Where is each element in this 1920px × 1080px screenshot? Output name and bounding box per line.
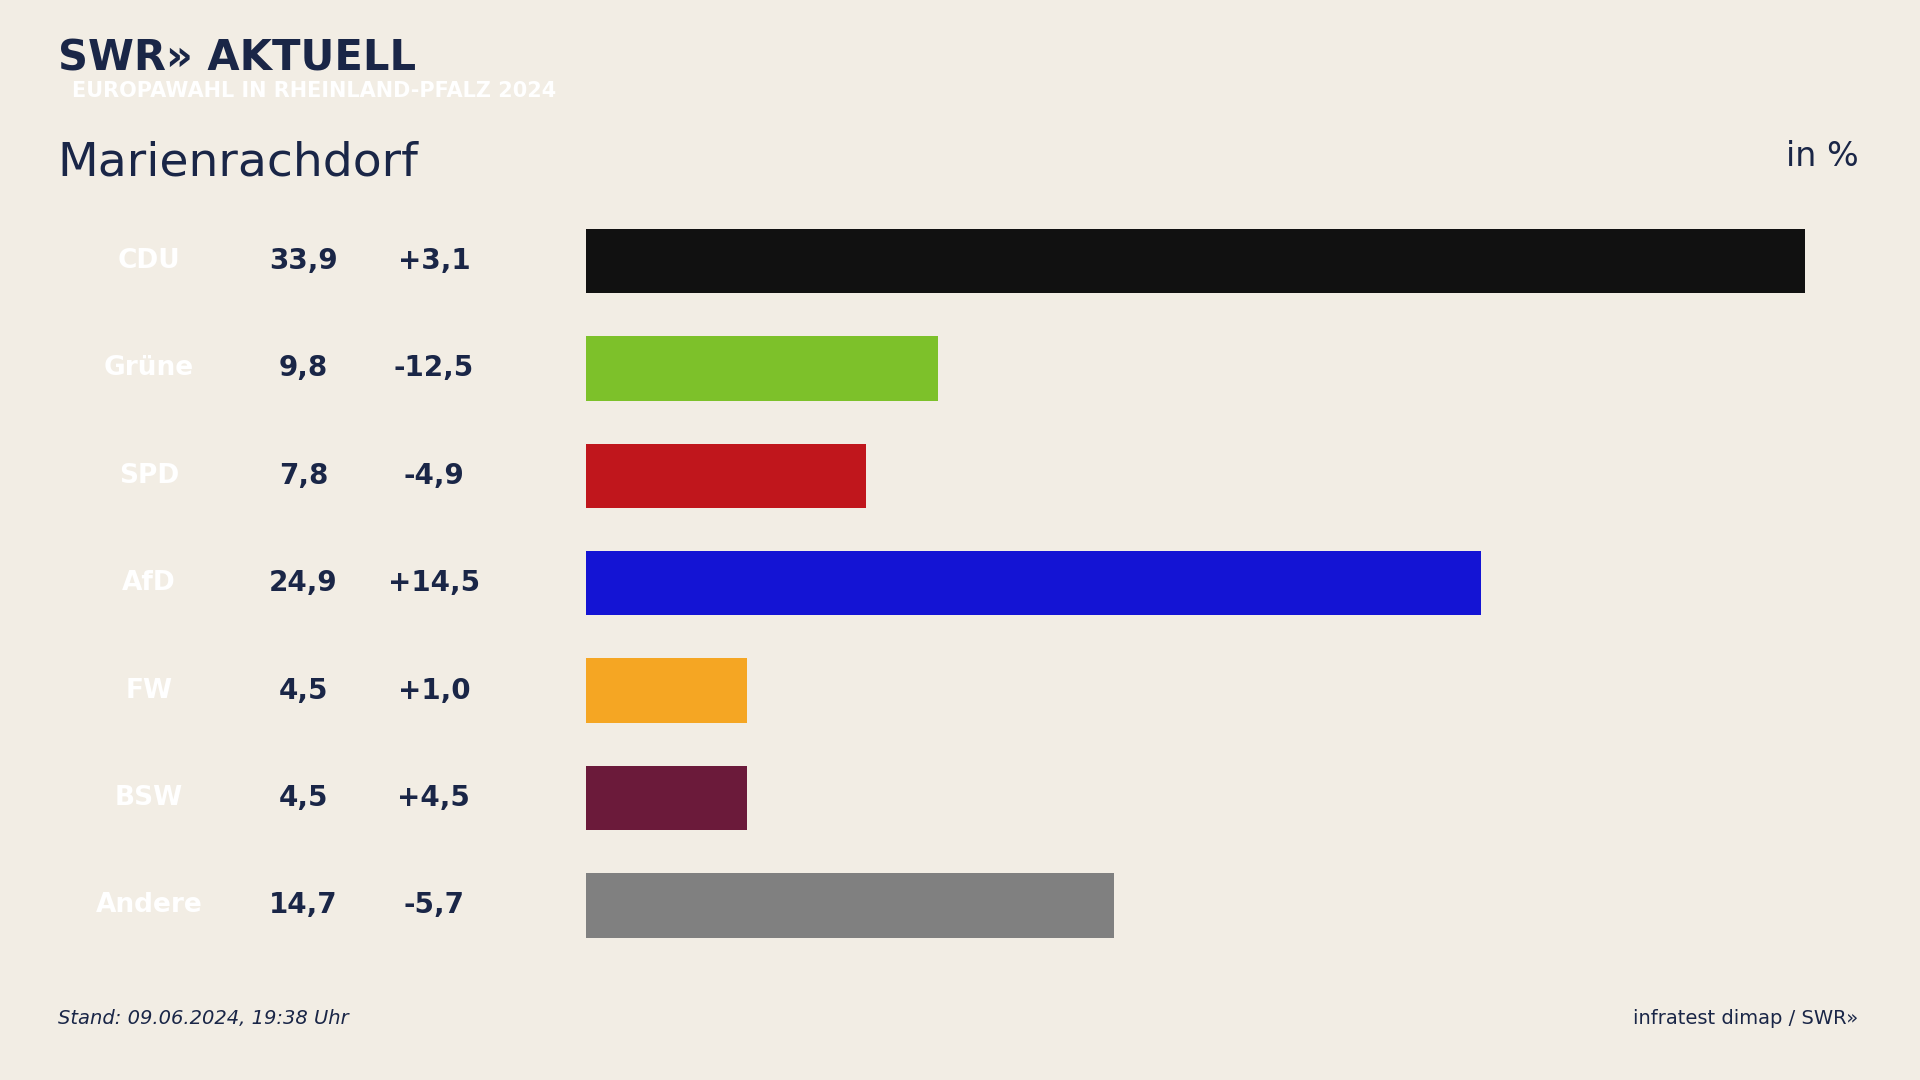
Text: 14,7: 14,7: [269, 891, 338, 919]
Text: AfD: AfD: [123, 570, 175, 596]
Text: 24,9: 24,9: [269, 569, 338, 597]
Text: -4,9: -4,9: [403, 462, 465, 490]
Bar: [586, 229, 1805, 293]
Text: BSW: BSW: [115, 785, 182, 811]
Text: +4,5: +4,5: [397, 784, 470, 812]
Bar: [586, 874, 1114, 937]
Bar: [586, 766, 747, 831]
Text: Andere: Andere: [96, 892, 202, 918]
Text: EUROPAWAHL IN RHEINLAND-PFALZ 2024: EUROPAWAHL IN RHEINLAND-PFALZ 2024: [71, 81, 557, 100]
Text: -12,5: -12,5: [394, 354, 474, 382]
Text: in %: in %: [1786, 140, 1859, 174]
Text: 4,5: 4,5: [278, 784, 328, 812]
Text: SPD: SPD: [119, 463, 179, 489]
Text: +14,5: +14,5: [388, 569, 480, 597]
Text: 9,8: 9,8: [278, 354, 328, 382]
Text: +3,1: +3,1: [397, 247, 470, 275]
Text: infratest dimap / SWR»: infratest dimap / SWR»: [1634, 1009, 1859, 1028]
Text: 7,8: 7,8: [278, 462, 328, 490]
Bar: [586, 659, 747, 723]
Text: +1,0: +1,0: [397, 676, 470, 704]
Bar: [586, 551, 1480, 616]
Bar: [586, 444, 866, 508]
Text: CDU: CDU: [117, 248, 180, 274]
Text: Grüne: Grüne: [104, 355, 194, 381]
Text: Marienrachdorf: Marienrachdorf: [58, 140, 419, 186]
Text: 33,9: 33,9: [269, 247, 338, 275]
Text: Stand: 09.06.2024, 19:38 Uhr: Stand: 09.06.2024, 19:38 Uhr: [58, 1009, 348, 1028]
Text: SWR» AKTUELL: SWR» AKTUELL: [58, 38, 417, 80]
Text: 4,5: 4,5: [278, 676, 328, 704]
Bar: [586, 336, 939, 401]
Text: FW: FW: [125, 677, 173, 703]
Text: -5,7: -5,7: [403, 891, 465, 919]
